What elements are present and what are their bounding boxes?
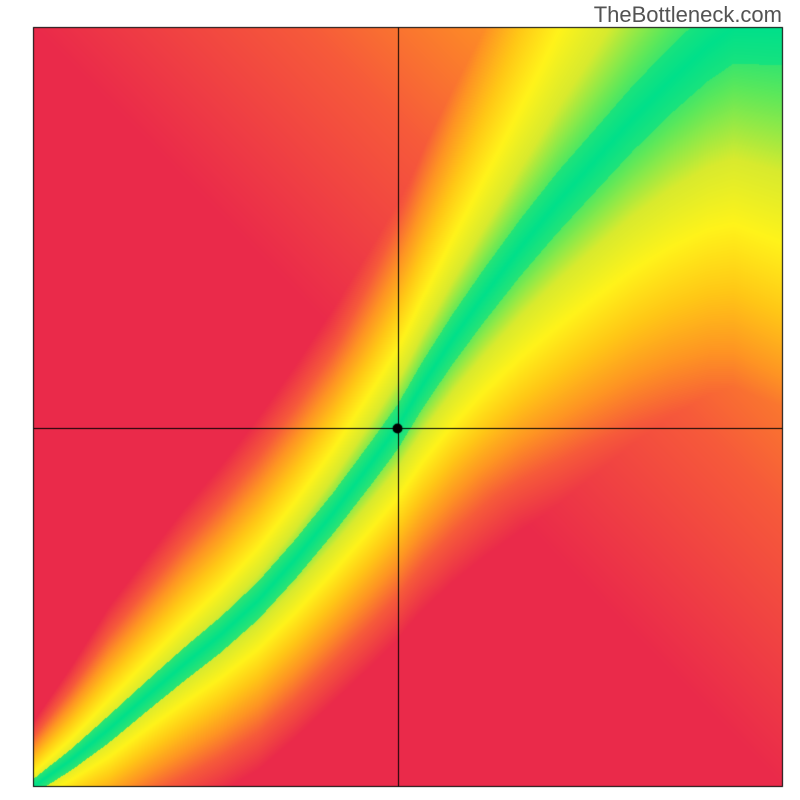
- bottleneck-heatmap: [0, 0, 800, 800]
- chart-container: TheBottleneck.com: [0, 0, 800, 800]
- watermark-text: TheBottleneck.com: [594, 2, 782, 28]
